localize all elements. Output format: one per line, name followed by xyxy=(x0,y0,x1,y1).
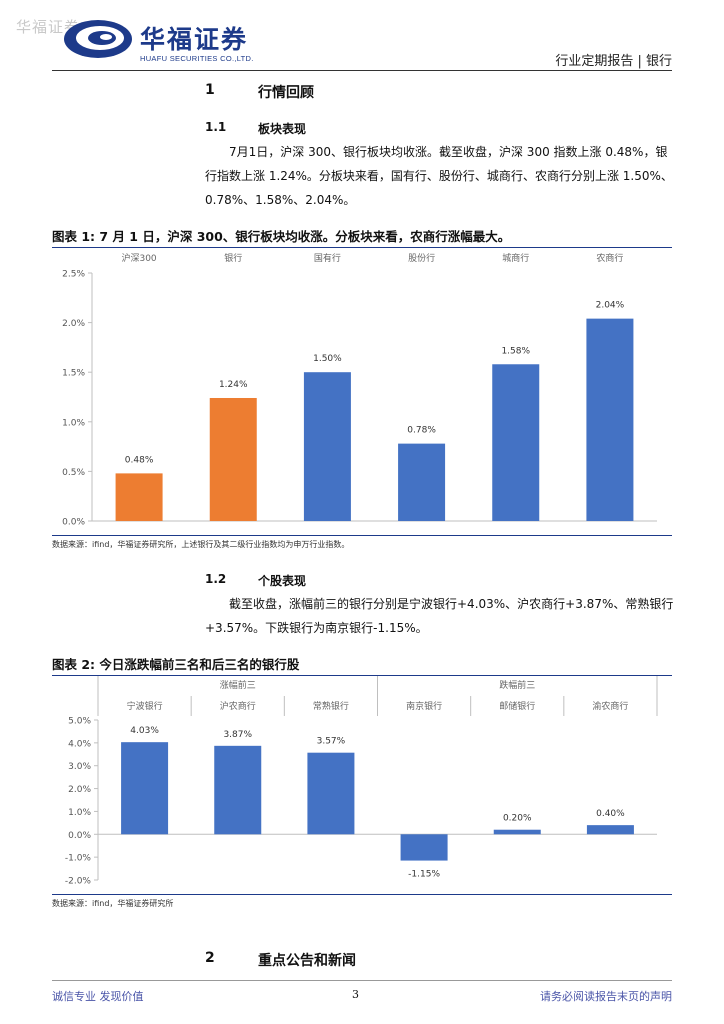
y-tick-label: 2.0% xyxy=(68,785,91,795)
y-tick-label: -1.0% xyxy=(65,854,92,864)
report-type: 行业定期报告 | 银行 xyxy=(555,54,672,69)
data-label: 0.40% xyxy=(596,809,625,819)
figure-title: 图表 1: 7 月 1 日，沪深 300、银行板块均收涨。分板块来看，农商行涨幅… xyxy=(52,226,672,248)
footer-slogan: 诚信专业 发现价值 xyxy=(52,990,144,1003)
data-label: 2.04% xyxy=(596,301,625,311)
category-label: 渝农商行 xyxy=(592,700,628,712)
data-label: 0.48% xyxy=(125,455,154,465)
subsection-title: 个股表现 xyxy=(258,574,307,588)
y-tick-label: 1.0% xyxy=(68,808,91,818)
y-tick-label: 1.0% xyxy=(62,418,85,428)
paragraph: 7月1日，沪深 300、银行板块均收涨。截至收盘，沪深 300 指数上涨 0.4… xyxy=(205,145,673,207)
data-label: 3.87% xyxy=(223,730,252,740)
footer-divider xyxy=(52,980,672,981)
paragraph: 截至收盘，涨幅前三的银行分别是宁波银行+4.03%、沪农商行+3.87%、常熟银… xyxy=(205,597,674,635)
bar xyxy=(586,318,634,521)
subsection-number: 1.1 xyxy=(205,120,227,134)
category-label: 国有行 xyxy=(314,252,341,264)
y-tick-label: 0.5% xyxy=(62,468,85,478)
category-label: 银行 xyxy=(224,252,242,264)
group-label-bottom: 跌幅前三 xyxy=(499,679,535,691)
bar xyxy=(121,742,169,835)
bar xyxy=(307,752,355,835)
subsection-number: 1.2 xyxy=(205,572,227,586)
y-tick-label: 2.0% xyxy=(62,319,85,329)
data-label: 4.03% xyxy=(130,726,159,736)
category-label: 沪深300 xyxy=(121,252,156,264)
category-label: 宁波银行 xyxy=(127,700,163,712)
y-tick-label: 4.0% xyxy=(68,739,91,749)
data-label: -1.15% xyxy=(408,870,440,880)
data-label: 3.57% xyxy=(317,737,346,747)
category-label: 邮储银行 xyxy=(499,700,535,712)
y-tick-label: 1.5% xyxy=(62,369,85,379)
data-label: 0.78% xyxy=(407,426,436,436)
logo-subtext: HUAFU SECURITIES CO.,LTD. xyxy=(140,54,254,63)
category-label: 股份行 xyxy=(408,252,435,264)
figure-divider xyxy=(52,535,672,536)
section-number: 1 xyxy=(205,82,215,98)
bar xyxy=(209,397,257,521)
category-label: 农商行 xyxy=(596,252,623,264)
company-logo-icon xyxy=(64,20,132,58)
bar xyxy=(303,372,351,521)
data-label: 1.50% xyxy=(313,354,342,364)
footer-disclaimer: 请务必阅读报告末页的声明 xyxy=(540,990,672,1003)
figure-divider xyxy=(52,894,672,895)
stock-movers-chart: 5.0% 4.0% 3.0% 2.0% 1.0% 0.0% -1.0% -2.0% 涨幅前三 跌幅… xyxy=(65,676,658,887)
figure-title: 图表 2: 今日涨跌幅前三名和后三名的银行股 xyxy=(52,654,672,676)
y-tick-label: 0.0% xyxy=(62,518,85,528)
page-number: 3 xyxy=(352,988,359,1001)
data-label: 1.24% xyxy=(219,380,248,390)
subsection-title: 板块表现 xyxy=(258,122,307,136)
section-title: 行情回顾 xyxy=(258,85,314,101)
logo-text: 华福证券 xyxy=(140,25,249,54)
bar xyxy=(400,834,448,861)
bar xyxy=(398,443,446,521)
figure-source: 数据来源：ifind，华福证券研究所 xyxy=(52,899,174,908)
y-tick-label: 5.0% xyxy=(68,717,91,727)
group-label-top: 涨幅前三 xyxy=(220,679,256,691)
bar xyxy=(586,825,634,835)
category-label: 沪农商行 xyxy=(220,700,256,712)
figure-source: 数据来源：ifind，华福证券研究所，上述银行及其二级行业指数均为申万行业指数。 xyxy=(52,540,350,549)
category-label: 城商行 xyxy=(502,252,529,264)
y-tick-label: 0.0% xyxy=(68,831,91,841)
section-number: 2 xyxy=(205,950,215,966)
sector-performance-chart: 2.5% 2.0% 1.5% 1.0% 0.5% 0.0% 0.48% 沪深300 1.24% 银… xyxy=(62,252,657,528)
watermark: 华福证券 xyxy=(16,18,81,36)
data-label: 1.58% xyxy=(501,346,530,356)
bar xyxy=(214,745,262,835)
y-tick-label: 3.0% xyxy=(68,762,91,772)
category-label: 南京银行 xyxy=(406,700,442,712)
bar xyxy=(493,829,541,835)
section-title: 重点公告和新闻 xyxy=(258,953,356,969)
category-label: 常熟银行 xyxy=(313,700,349,712)
data-label: 0.20% xyxy=(503,814,532,824)
bar xyxy=(492,364,540,521)
header-divider xyxy=(52,70,672,71)
y-tick-label: 2.5% xyxy=(62,270,85,280)
bar xyxy=(115,473,163,521)
y-tick-label: -2.0% xyxy=(65,877,92,887)
